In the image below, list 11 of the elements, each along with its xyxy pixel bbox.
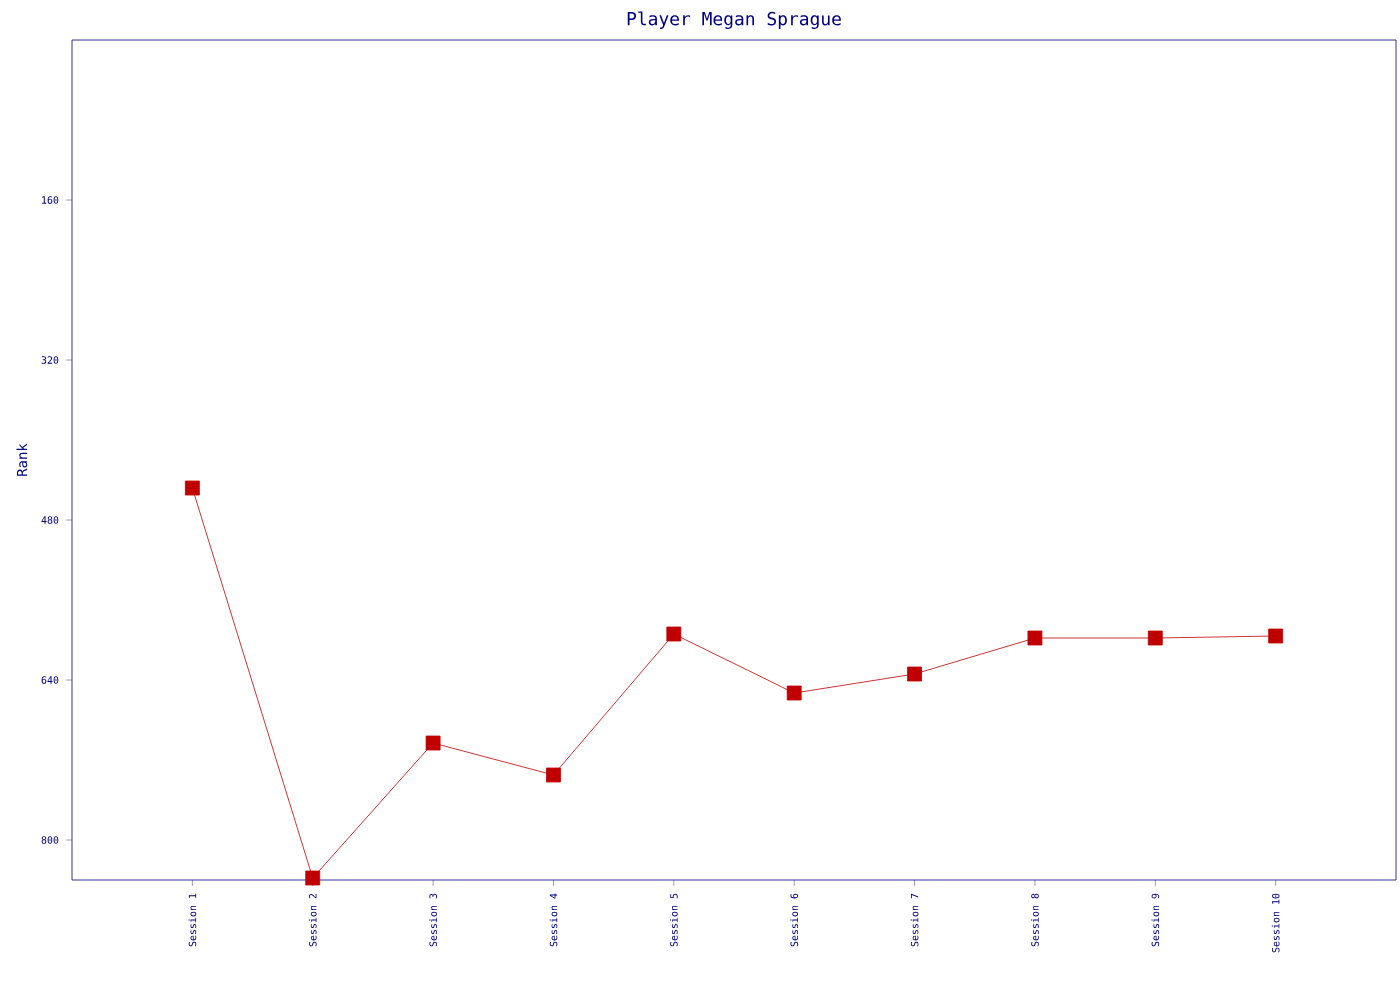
point [1147,630,1163,646]
point [546,767,561,783]
point [1268,628,1284,644]
point [1027,630,1043,646]
point [305,870,321,886]
point [666,626,682,642]
point [786,685,802,701]
point [425,735,441,751]
point [907,666,922,682]
chart-title: Player Megan Sprague [627,11,841,30]
point [184,480,200,496]
